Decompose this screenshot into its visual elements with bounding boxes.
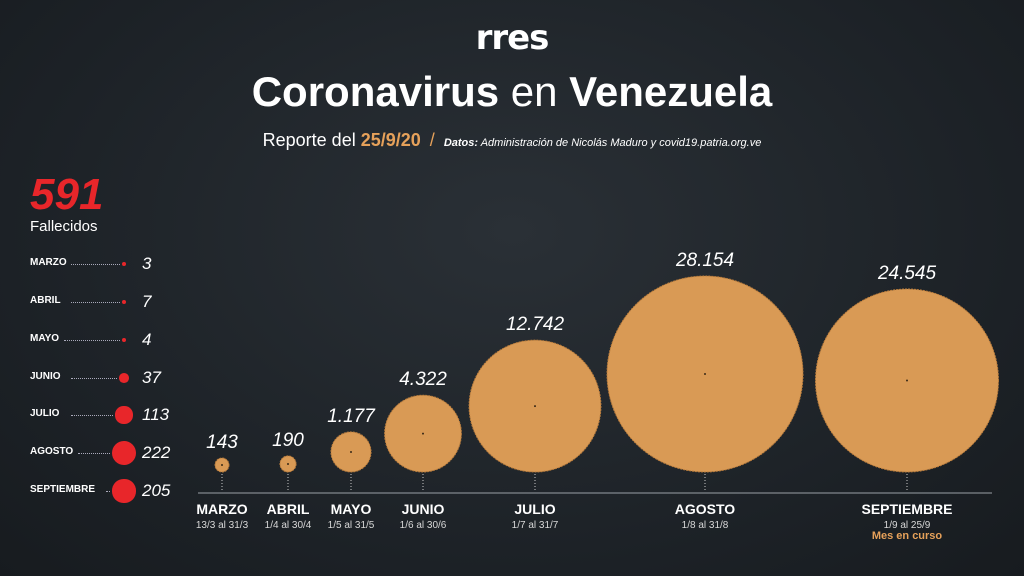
bubble-center-dot [287, 462, 289, 465]
category-label: MAYO [331, 501, 372, 517]
report-date: 25/9/20 [360, 130, 421, 150]
deaths-leader-dots [78, 453, 110, 454]
page-title: Coronavirus en Venezuela [0, 66, 1024, 118]
bubble-center-dot [221, 464, 223, 467]
deaths-dot [112, 441, 136, 465]
deaths-dot [122, 262, 126, 266]
category-label: JUNIO [402, 501, 445, 517]
deaths-value: 113 [142, 405, 170, 424]
deaths-month-label: ABRIL [30, 295, 61, 306]
deaths-leader-dots [71, 415, 114, 416]
title-part-2: en [510, 68, 558, 115]
deaths-month-label: AGOSTO [30, 446, 74, 457]
source-label: Datos: [443, 137, 479, 149]
brand-logo: rres [475, 18, 550, 58]
deaths-dot [121, 299, 127, 305]
deaths-row: JULIO 113 [30, 403, 190, 427]
bubble-value-label: 24.545 [877, 263, 937, 284]
data-source: Datos: Administración de Nicolás Maduro … [444, 137, 762, 149]
bubble-value-label: 28.154 [675, 250, 734, 271]
deaths-leader-dots [71, 378, 118, 379]
current-month-note: Mes en curso [871, 530, 943, 542]
bubble-center-dot [906, 379, 908, 382]
source-text: Administración de Nicolás Maduro y covid… [480, 137, 762, 149]
bubble-value-label: 143 [206, 432, 238, 453]
deaths-value: 7 [142, 292, 152, 311]
deaths-month-label: JULIO [30, 408, 60, 419]
deaths-value: 4 [142, 330, 152, 349]
deaths-leader-dots [64, 340, 120, 341]
report-prefix: Reporte del [262, 130, 356, 150]
deaths-row: MARZO 3 [30, 252, 190, 276]
deaths-dot [119, 373, 129, 383]
deaths-row: SEPTIEMBRE 205 [30, 479, 190, 503]
title-part-3: Venezuela [569, 68, 773, 115]
bubble-center-dot [422, 432, 424, 435]
report-subtitle: Reporte del 25/9/20 / Datos: Administrac… [0, 128, 1024, 155]
date-range-label: 1/4 al 30/4 [265, 520, 312, 531]
bubble-center-dot [704, 373, 706, 375]
deaths-month-label: JUNIO [30, 371, 61, 382]
category-label: AGOSTO [675, 501, 736, 517]
date-range-label: 1/9 al 25/9 [884, 520, 931, 531]
category-label: JULIO [514, 501, 555, 517]
deaths-label: Fallecidos [30, 218, 98, 235]
deaths-row: JUNIO 37 [30, 366, 190, 390]
deaths-dot [122, 338, 126, 342]
deaths-dot [112, 479, 136, 503]
deaths-value: 37 [142, 368, 161, 387]
date-range-label: 13/3 al 31/3 [196, 520, 249, 531]
deaths-row: MAYO 4 [30, 328, 190, 352]
category-label: SEPTIEMBRE [861, 501, 952, 517]
date-range-label: 1/5 al 31/5 [328, 520, 375, 531]
deaths-leader-dots [106, 491, 111, 492]
deaths-value: 222 [142, 443, 171, 462]
bubble-value-label: 1.177 [327, 406, 376, 427]
deaths-total: 591 [30, 170, 104, 219]
deaths-row: AGOSTO 222 [30, 441, 190, 465]
bubble-center-dot [350, 450, 352, 453]
bubble-value-label: 12.742 [506, 314, 565, 335]
title-part-1: Coronavirus [251, 68, 500, 115]
category-label: MARZO [196, 501, 247, 517]
deaths-dot [115, 406, 133, 424]
date-range-label: 1/8 al 31/8 [682, 520, 729, 531]
deaths-leader-dots [71, 302, 120, 303]
deaths-row: ABRIL 7 [30, 290, 190, 314]
subtitle-separator: / [429, 130, 435, 150]
deaths-month-label: MARZO [30, 257, 67, 268]
deaths-leader-dots [71, 264, 120, 265]
date-range-label: 1/6 al 30/6 [400, 520, 447, 531]
bubble-value-label: 190 [272, 430, 304, 451]
deaths-month-label: SEPTIEMBRE [30, 484, 96, 495]
bubble-center-dot [534, 405, 536, 408]
date-range-label: 1/7 al 31/7 [512, 520, 559, 531]
bubble-value-label: 4.322 [399, 369, 447, 390]
category-label: ABRIL [267, 501, 310, 517]
deaths-value: 3 [142, 254, 152, 273]
deaths-value: 205 [142, 481, 171, 500]
deaths-month-label: MAYO [30, 333, 60, 344]
